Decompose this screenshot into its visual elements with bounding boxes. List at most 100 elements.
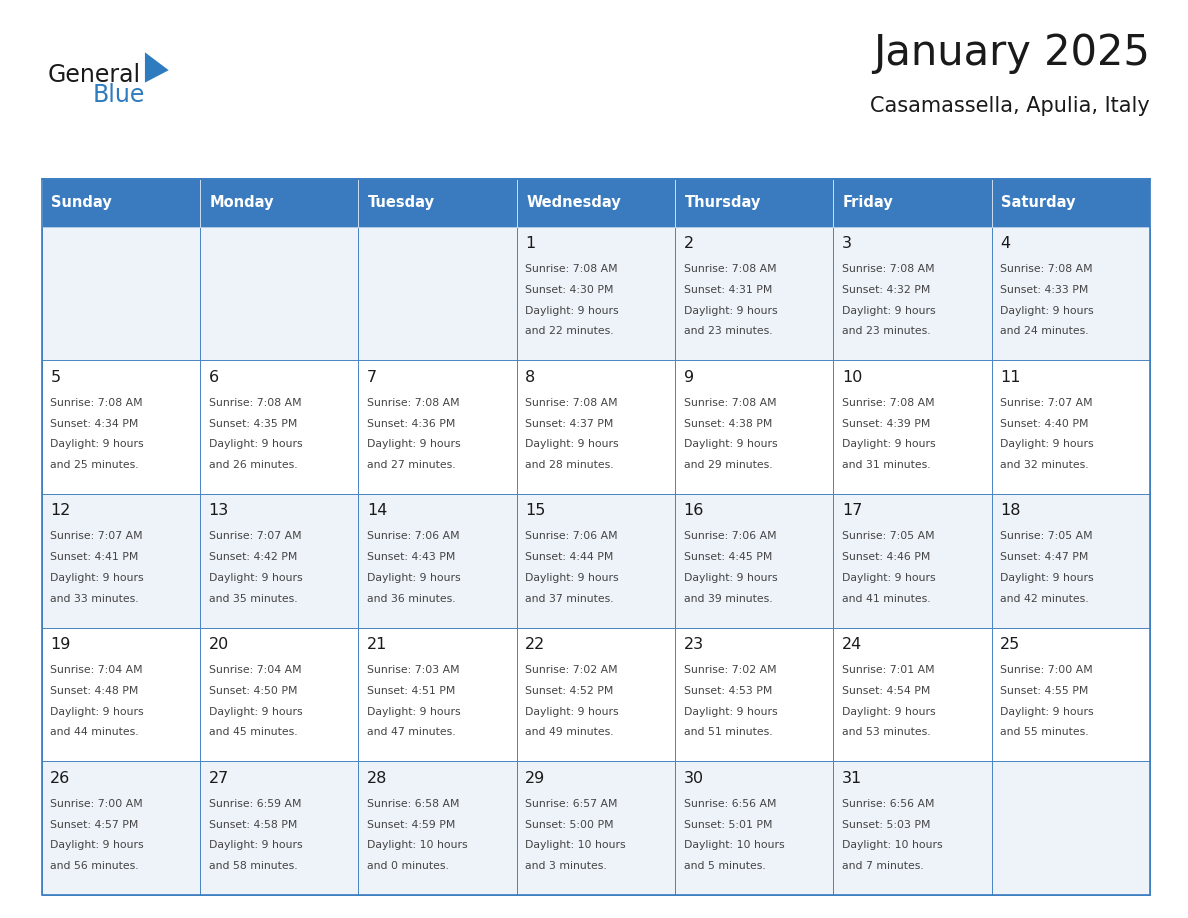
Text: 4: 4 — [1000, 236, 1011, 252]
Bar — [517, 761, 675, 895]
Text: and 3 minutes.: and 3 minutes. — [525, 861, 607, 871]
Text: Sunrise: 7:07 AM: Sunrise: 7:07 AM — [209, 532, 302, 542]
Text: 22: 22 — [525, 637, 545, 652]
Bar — [833, 628, 992, 761]
Text: 13: 13 — [209, 503, 229, 519]
Text: Sunrise: 7:08 AM: Sunrise: 7:08 AM — [209, 397, 302, 408]
Text: and 22 minutes.: and 22 minutes. — [525, 326, 614, 336]
Text: Daylight: 9 hours: Daylight: 9 hours — [209, 840, 302, 850]
Text: Sunrise: 7:08 AM: Sunrise: 7:08 AM — [1000, 264, 1093, 274]
Text: Sunrise: 7:08 AM: Sunrise: 7:08 AM — [50, 397, 143, 408]
Text: Sunset: 4:34 PM: Sunset: 4:34 PM — [50, 419, 139, 429]
Text: Daylight: 10 hours: Daylight: 10 hours — [842, 840, 942, 850]
Text: Sunrise: 7:05 AM: Sunrise: 7:05 AM — [842, 532, 935, 542]
Text: Sunset: 5:03 PM: Sunset: 5:03 PM — [842, 820, 930, 830]
Text: and 23 minutes.: and 23 minutes. — [842, 326, 930, 336]
Bar — [675, 761, 833, 895]
Text: Sunrise: 7:02 AM: Sunrise: 7:02 AM — [683, 666, 776, 675]
Text: and 45 minutes.: and 45 minutes. — [209, 727, 297, 737]
Text: Sunset: 4:39 PM: Sunset: 4:39 PM — [842, 419, 930, 429]
Text: Sunrise: 7:06 AM: Sunrise: 7:06 AM — [367, 532, 460, 542]
Text: Sunset: 4:44 PM: Sunset: 4:44 PM — [525, 553, 614, 562]
Text: Daylight: 10 hours: Daylight: 10 hours — [525, 840, 626, 850]
Text: and 44 minutes.: and 44 minutes. — [50, 727, 139, 737]
Text: Daylight: 10 hours: Daylight: 10 hours — [367, 840, 468, 850]
Text: Sunrise: 7:07 AM: Sunrise: 7:07 AM — [50, 532, 143, 542]
Text: Daylight: 9 hours: Daylight: 9 hours — [50, 440, 144, 449]
Text: 27: 27 — [209, 771, 229, 786]
Text: Sunset: 4:55 PM: Sunset: 4:55 PM — [1000, 686, 1088, 696]
Text: Sunrise: 6:58 AM: Sunrise: 6:58 AM — [367, 799, 460, 809]
Bar — [833, 227, 992, 361]
Text: 31: 31 — [842, 771, 862, 786]
Text: and 41 minutes.: and 41 minutes. — [842, 594, 930, 604]
Text: and 25 minutes.: and 25 minutes. — [50, 460, 139, 470]
Text: Sunset: 4:35 PM: Sunset: 4:35 PM — [209, 419, 297, 429]
Text: and 27 minutes.: and 27 minutes. — [367, 460, 456, 470]
Bar — [675, 494, 833, 628]
Text: Sunrise: 7:03 AM: Sunrise: 7:03 AM — [367, 666, 460, 675]
Text: Sunset: 4:40 PM: Sunset: 4:40 PM — [1000, 419, 1089, 429]
Text: 28: 28 — [367, 771, 387, 786]
Text: 21: 21 — [367, 637, 387, 652]
Text: and 24 minutes.: and 24 minutes. — [1000, 326, 1089, 336]
Bar — [992, 761, 1150, 895]
Text: 12: 12 — [50, 503, 70, 519]
Text: Wednesday: Wednesday — [526, 196, 621, 210]
Bar — [675, 227, 833, 361]
Text: and 28 minutes.: and 28 minutes. — [525, 460, 614, 470]
Text: Sunset: 4:30 PM: Sunset: 4:30 PM — [525, 285, 614, 295]
Bar — [992, 494, 1150, 628]
Text: Sunrise: 7:00 AM: Sunrise: 7:00 AM — [1000, 666, 1093, 675]
Text: Daylight: 9 hours: Daylight: 9 hours — [842, 440, 936, 449]
Bar — [675, 628, 833, 761]
Bar — [992, 227, 1150, 361]
Text: Daylight: 9 hours: Daylight: 9 hours — [367, 573, 461, 583]
Text: and 39 minutes.: and 39 minutes. — [683, 594, 772, 604]
Text: 19: 19 — [50, 637, 70, 652]
Bar — [42, 494, 200, 628]
Text: 14: 14 — [367, 503, 387, 519]
Text: Sunset: 4:42 PM: Sunset: 4:42 PM — [209, 553, 297, 562]
Text: Friday: Friday — [842, 196, 893, 210]
Text: Sunset: 4:54 PM: Sunset: 4:54 PM — [842, 686, 930, 696]
Text: 23: 23 — [683, 637, 703, 652]
Text: Sunset: 4:58 PM: Sunset: 4:58 PM — [209, 820, 297, 830]
Bar — [517, 227, 675, 361]
Bar — [359, 494, 517, 628]
Text: Sunrise: 6:59 AM: Sunrise: 6:59 AM — [209, 799, 301, 809]
Text: Sunset: 4:53 PM: Sunset: 4:53 PM — [683, 686, 772, 696]
Text: Daylight: 9 hours: Daylight: 9 hours — [367, 440, 461, 449]
Text: and 33 minutes.: and 33 minutes. — [50, 594, 139, 604]
Text: and 47 minutes.: and 47 minutes. — [367, 727, 456, 737]
Text: Sunrise: 7:04 AM: Sunrise: 7:04 AM — [50, 666, 143, 675]
Text: 5: 5 — [50, 370, 61, 385]
Bar — [359, 628, 517, 761]
Text: 8: 8 — [525, 370, 536, 385]
Text: Tuesday: Tuesday — [368, 196, 435, 210]
Bar — [675, 179, 833, 227]
Text: and 53 minutes.: and 53 minutes. — [842, 727, 930, 737]
Text: 25: 25 — [1000, 637, 1020, 652]
Text: and 29 minutes.: and 29 minutes. — [683, 460, 772, 470]
Text: Sunset: 4:51 PM: Sunset: 4:51 PM — [367, 686, 455, 696]
Text: Daylight: 9 hours: Daylight: 9 hours — [1000, 707, 1094, 717]
Text: 10: 10 — [842, 370, 862, 385]
Bar — [42, 361, 200, 494]
Text: Sunrise: 7:01 AM: Sunrise: 7:01 AM — [842, 666, 935, 675]
Bar — [517, 494, 675, 628]
Text: Sunset: 4:32 PM: Sunset: 4:32 PM — [842, 285, 930, 295]
Text: 18: 18 — [1000, 503, 1020, 519]
Bar — [200, 628, 359, 761]
Text: and 36 minutes.: and 36 minutes. — [367, 594, 456, 604]
Text: and 32 minutes.: and 32 minutes. — [1000, 460, 1089, 470]
Text: Daylight: 9 hours: Daylight: 9 hours — [683, 573, 777, 583]
Text: Sunrise: 7:06 AM: Sunrise: 7:06 AM — [683, 532, 776, 542]
Text: Sunrise: 6:56 AM: Sunrise: 6:56 AM — [842, 799, 935, 809]
Bar — [200, 227, 359, 361]
Text: Sunset: 4:41 PM: Sunset: 4:41 PM — [50, 553, 139, 562]
Text: and 58 minutes.: and 58 minutes. — [209, 861, 297, 871]
Text: Saturday: Saturday — [1001, 196, 1075, 210]
Text: Sunset: 4:31 PM: Sunset: 4:31 PM — [683, 285, 772, 295]
Bar — [517, 179, 675, 227]
